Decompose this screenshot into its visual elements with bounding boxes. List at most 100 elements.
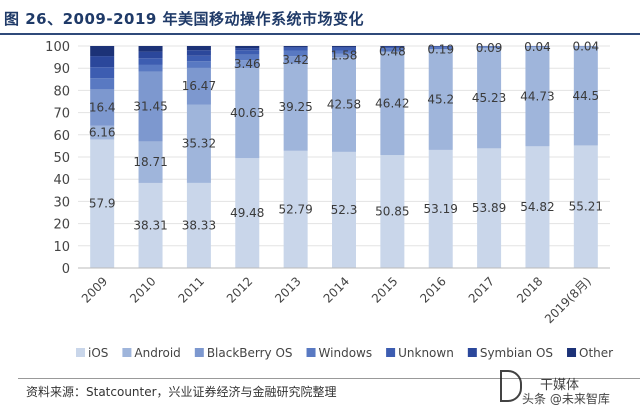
data-labels: 57.9 6.16 16.4 38.31 18.71 31.45 38.33 35.32 16.… (89, 40, 603, 233)
bar-segment (138, 64, 163, 72)
legend-swatch (76, 348, 85, 357)
bar-segment (332, 151, 356, 268)
x-axis: 2009 2010 2011 2012 2013 2014 2015 2016 2017 2018… (78, 267, 610, 326)
bar-segment (428, 46, 453, 48)
bar-segment (525, 46, 550, 47)
bar-segment (428, 149, 453, 268)
bar-segment (90, 139, 115, 268)
y-tick-label: 70 (53, 107, 70, 122)
y-tick-label: 50 (53, 151, 70, 166)
data-label: 0.48 (379, 45, 406, 59)
data-label: 3.42 (282, 53, 309, 67)
bar-segment (428, 49, 453, 150)
bar-segment (477, 46, 502, 48)
x-tick-label: 2016 (417, 274, 448, 305)
y-tick-label: 60 (53, 129, 70, 144)
data-label: 0.04 (524, 40, 551, 54)
legend: iOS Android BlackBerry OS Windows Unknown Sym… (76, 346, 613, 360)
data-label: 50.85 (375, 205, 409, 219)
bar-segment (477, 47, 502, 149)
watermark: 干媒体 头条 @未来智库 (500, 366, 635, 410)
bar-segment (380, 50, 405, 53)
legend-label: Windows (319, 346, 373, 360)
bar-segment (283, 56, 308, 64)
bar-segment (138, 51, 163, 59)
watermark-line1: 干媒体 (540, 378, 580, 393)
bar-segment (186, 50, 211, 56)
bar-segment (90, 56, 115, 68)
y-tick-label: 30 (53, 195, 70, 210)
legend-label: Symbian OS (480, 346, 553, 360)
bar-segment (283, 46, 308, 47)
data-label: 44.5 (572, 89, 599, 103)
y-tick-label: 40 (53, 173, 70, 188)
data-label: 52.79 (278, 202, 312, 216)
bar-segment (186, 67, 211, 105)
bar-segment (525, 146, 550, 268)
bar-segment (525, 46, 550, 147)
legend-label: BlackBerry OS (207, 346, 293, 360)
source-note: 资料来源：Statcounter，兴业证券经济与金融研究院整理 (26, 385, 337, 399)
data-label: 18.71 (133, 155, 167, 169)
data-label: 54.82 (520, 200, 554, 214)
bar-segment (90, 78, 115, 90)
x-tick-label: 2009 (79, 274, 110, 305)
bar-segment (477, 148, 502, 268)
data-label: 40.63 (230, 106, 264, 120)
bar-segment (186, 104, 211, 183)
stacked-bar-chart: 0 10 20 30 40 50 60 70 80 90 100 57.9 6.16 16.4 38.31… (45, 40, 613, 360)
bar-segment (138, 141, 163, 183)
bar-segment (235, 46, 260, 49)
bar-segment (428, 47, 453, 50)
bars (90, 46, 598, 268)
data-label: 39.25 (278, 100, 312, 114)
data-label: 0.09 (476, 41, 503, 55)
legend-swatch (122, 348, 132, 357)
bar-segment (138, 58, 163, 65)
legend-label: Unknown (398, 346, 454, 360)
bar-segment (573, 145, 598, 268)
bar-segment (138, 46, 163, 52)
data-label: 31.45 (133, 100, 167, 114)
data-label: 57.9 (89, 197, 116, 211)
legend-swatch (306, 348, 316, 357)
data-label: 45.23 (472, 91, 506, 105)
watermark-logo (500, 370, 522, 402)
data-label: 52.3 (331, 203, 358, 217)
bar-segment (573, 46, 598, 146)
bar-segment (332, 50, 356, 54)
data-label: 44.73 (520, 90, 554, 104)
bar-segment (332, 53, 356, 58)
bar-segment (332, 57, 356, 152)
x-tick-label: 2019(8月) (542, 274, 594, 326)
x-tick-label: 2013 (272, 274, 303, 305)
bar-segment (332, 46, 356, 47)
bar-segment (380, 155, 405, 268)
data-label: 16.4 (89, 101, 116, 115)
bar-segment (235, 54, 260, 61)
bar-segment (283, 47, 308, 51)
data-label: 38.31 (133, 218, 167, 232)
data-label: 0.19 (427, 42, 454, 56)
x-tick-label: 2010 (127, 274, 158, 305)
data-label: 1.58 (331, 49, 358, 63)
data-label: 45.2 (427, 93, 454, 107)
bar-segment (186, 182, 211, 268)
bar-segment (235, 60, 260, 68)
legend-label: Other (579, 346, 613, 360)
bar-segment (90, 125, 115, 140)
x-tick-label: 2014 (321, 274, 352, 305)
bar-segment (283, 150, 308, 268)
bar-segment (186, 46, 211, 51)
data-label: 16.47 (182, 79, 216, 93)
bar-segment (186, 61, 211, 68)
legend-swatch (386, 348, 396, 357)
legend-swatch (467, 348, 477, 357)
legend-swatch (194, 348, 204, 357)
legend-swatch (567, 348, 577, 357)
bar-segment (235, 48, 260, 51)
title-divider (0, 33, 640, 35)
x-tick-label: 2011 (176, 274, 207, 305)
bar-segment (283, 63, 308, 151)
bar-segment (283, 46, 308, 48)
